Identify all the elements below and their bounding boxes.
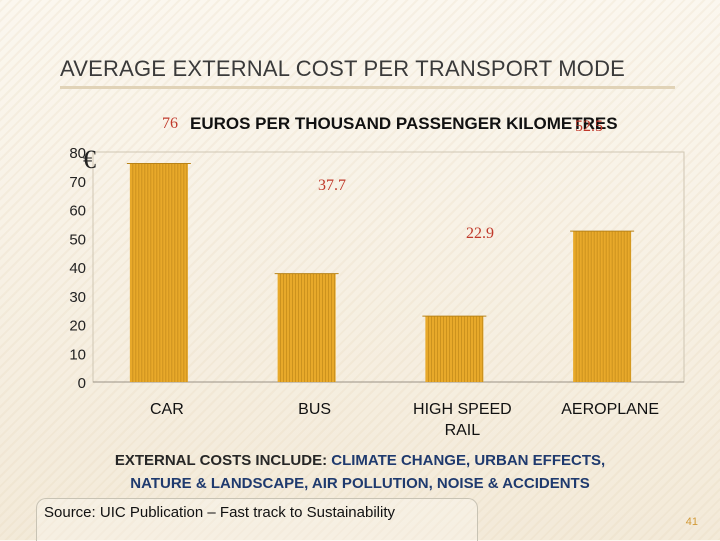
bar-fill [425, 316, 484, 382]
source-box [36, 498, 478, 541]
source-text: Source: UIC Publication – Fast track to … [44, 504, 395, 521]
bar-fill [277, 273, 336, 382]
y-tick-label: 40 [69, 260, 86, 277]
external-costs-caption: EXTERNAL COSTS INCLUDE: CLIMATE CHANGE, … [40, 449, 680, 495]
data-label: 37.7 [318, 177, 346, 194]
chart-title: EUROS PER THOUSAND PASSENGER KILOMETRES [190, 114, 618, 133]
y-tick-label: 10 [69, 346, 86, 363]
caption-colon: : [322, 452, 328, 469]
data-label: 22.9 [466, 225, 494, 242]
caption-line2: NATURE & LANDSCAPE, AIR POLLUTION, NOISE… [130, 475, 590, 492]
bar [274, 273, 339, 382]
y-tick-label: 80 [69, 145, 86, 162]
bar [422, 315, 487, 382]
slide-title: AVERAGE EXTERNAL COST PER TRANSPORT MODE [60, 56, 675, 89]
y-tick-label: 30 [69, 289, 86, 306]
data-label: 76 [162, 115, 178, 132]
x-tick-label: BUS [298, 401, 331, 418]
bar-fill [129, 163, 188, 382]
page-number: 41 [685, 516, 698, 528]
caption-items: CLIMATE CHANGE, URBAN EFFECTS, [331, 452, 606, 469]
y-tick-label: 20 [69, 318, 86, 335]
y-tick-label: 50 [69, 231, 86, 248]
y-tick-label: 70 [69, 174, 86, 191]
bar [570, 230, 635, 382]
y-tick-label: 0 [78, 375, 86, 392]
y-tick-label: 60 [69, 203, 86, 220]
bar-chart: 0 10 20 30 40 50 60 70 80 EUROS PER THOUSAND PASS… [69, 114, 685, 439]
caption-lead: EXTERNAL COSTS INCLUDE [114, 452, 323, 469]
bar [126, 163, 191, 382]
x-tick-label: RAIL [445, 422, 481, 439]
x-tick-label: AEROPLANE [561, 401, 659, 418]
x-tick-label: CAR [150, 401, 184, 418]
euro-symbol: € [83, 145, 96, 174]
x-tick-label: HIGH SPEED [413, 401, 512, 418]
data-label: 52.5 [575, 118, 603, 135]
bar-fill [573, 231, 632, 382]
